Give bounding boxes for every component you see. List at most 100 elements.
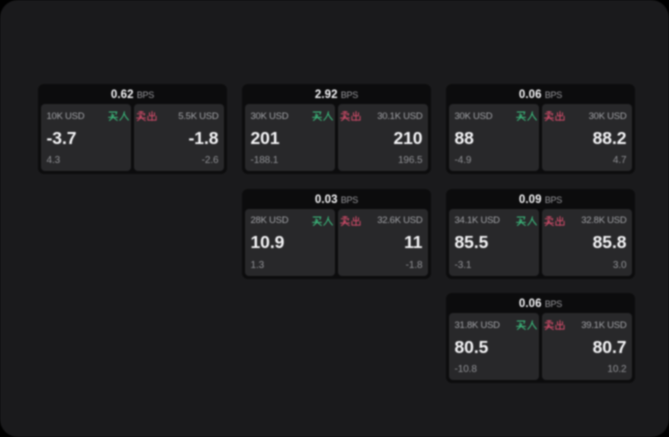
panel-header: 0.06 BPS — [449, 86, 632, 104]
panel-header: 0.03 BPS — [245, 191, 428, 209]
buy-glyphs-icon — [311, 215, 333, 226]
quote-cards: 10K USD — [41, 104, 224, 171]
panel-header: 0.09 BPS — [449, 191, 632, 209]
buy-glyphs-icon — [311, 111, 333, 121]
spread-panel: 0.03 BPS 28K USD — [242, 188, 431, 279]
sell-side-label — [544, 215, 565, 226]
buy-amount: 28K USD — [250, 215, 289, 226]
bps-value: 0.09 — [518, 193, 542, 206]
buy-card-top: 28K USD — [250, 215, 333, 226]
sell-change: 4.7 — [612, 155, 627, 166]
sell-card-top: 32.8K USD — [544, 215, 627, 226]
sell-glyphs-icon — [136, 111, 157, 121]
sell-amount: 5.5K USD — [178, 110, 219, 122]
spread-panel: 0.06 BPS 30K USD — [446, 84, 635, 174]
quote-cards: 30K USD — [449, 104, 632, 171]
buy-change: 1.3 — [250, 259, 265, 271]
buy-amount: 30K USD — [454, 110, 493, 122]
sell-quote-card[interactable]: 5.5K USD -1.8 -2.6 — [133, 104, 224, 171]
spread-panels-grid: 0.62 BPS 10K USD — [38, 84, 635, 383]
sell-card-top: 32.6K USD — [340, 215, 423, 226]
sell-amount: 39.1K USD — [581, 319, 627, 331]
bps-value: 0.03 — [314, 193, 338, 206]
sell-change: 10.2 — [607, 364, 627, 375]
bps-unit-label: BPS — [340, 90, 359, 100]
panel-header: 2.92 BPS — [245, 86, 428, 104]
sell-change: 3.0 — [612, 259, 627, 271]
quote-cards: 30K USD — [245, 104, 428, 171]
buy-card-top: 34.1K USD — [454, 215, 537, 226]
sell-side-label — [340, 111, 361, 121]
buy-price: -3.7 — [46, 127, 77, 148]
buy-change: -10.8 — [454, 364, 477, 375]
sell-quote-card[interactable]: 32.8K USD 85.8 3.0 — [541, 208, 632, 276]
buy-side-label — [515, 111, 537, 121]
spread-panel: 0.62 BPS 10K USD — [38, 84, 227, 174]
buy-quote-card[interactable]: 30K USD — [245, 104, 336, 171]
buy-card-top: 10K USD — [46, 110, 129, 122]
sell-change: -1.8 — [405, 259, 423, 271]
spread-panel: 0.09 BPS 34.1K USD — [446, 188, 635, 279]
bps-unit-label: BPS — [544, 194, 563, 205]
buy-glyphs-icon — [515, 111, 537, 121]
buy-glyphs-icon — [515, 215, 537, 226]
buy-price: 85.5 — [454, 232, 489, 253]
buy-card-top: 30K USD — [251, 111, 333, 122]
sell-amount: 30K USD — [588, 110, 627, 122]
sell-glyphs-icon — [340, 111, 361, 121]
sell-side-label — [544, 111, 565, 121]
bps-value: 0.06 — [518, 298, 542, 310]
sell-card-top: 5.5K USD — [136, 110, 219, 122]
sell-glyphs-icon — [544, 320, 565, 330]
sell-glyphs-icon — [340, 215, 361, 226]
buy-amount: 10K USD — [46, 110, 85, 122]
buy-side-label — [107, 111, 129, 121]
buy-amount: 34.1K USD — [454, 215, 501, 226]
quote-cards: 34.1K USD — [449, 208, 632, 276]
buy-price: 88 — [454, 127, 474, 148]
quote-cards: 31.8K USD — [449, 313, 632, 380]
sell-side-label — [544, 320, 565, 330]
sell-quote-card[interactable]: 39.1K USD 80.7 10.2 — [541, 313, 632, 380]
sell-quote-card[interactable]: 30K USD 88.2 4.7 — [541, 104, 632, 171]
quote-cards: 28K USD — [245, 208, 428, 276]
buy-glyphs-icon — [107, 111, 129, 121]
bps-value: 0.06 — [518, 89, 542, 101]
panel-header: 0.62 BPS — [41, 86, 224, 104]
sell-amount: 32.8K USD — [581, 215, 627, 226]
buy-quote-card[interactable]: 10K USD — [41, 104, 132, 171]
buy-card-top: 31.8K USD — [454, 319, 537, 331]
buy-side-label — [311, 111, 333, 121]
buy-amount: 31.8K USD — [454, 319, 501, 331]
buy-side-label — [515, 320, 537, 330]
buy-quote-card[interactable]: 34.1K USD — [449, 208, 540, 276]
sell-price: 210 — [393, 127, 423, 148]
sell-card-top: 30K USD — [544, 110, 627, 122]
bps-value: 0.62 — [110, 89, 134, 101]
buy-change: 4.3 — [46, 155, 61, 166]
bps-value: 2.92 — [314, 89, 338, 101]
buy-card-top: 30K USD — [454, 110, 537, 122]
sell-quote-card[interactable]: 30.1K USD 210 196.5 — [337, 104, 428, 171]
sell-quote-card[interactable]: 32.6K USD 11 -1.8 — [337, 208, 428, 276]
bps-unit-label: BPS — [544, 299, 563, 309]
buy-price: 10.9 — [250, 232, 285, 253]
bps-unit-label: BPS — [544, 90, 563, 100]
sell-side-label — [136, 111, 157, 121]
buy-side-label — [515, 215, 537, 226]
spread-panel: 2.92 BPS 30K USD — [242, 84, 431, 174]
buy-quote-card[interactable]: 28K USD — [245, 208, 336, 276]
buy-quote-card[interactable]: 30K USD — [449, 104, 540, 171]
bps-unit-label: BPS — [340, 194, 359, 205]
bps-unit-label: BPS — [136, 90, 155, 100]
buy-price: 80.5 — [454, 336, 489, 357]
sell-price: 80.7 — [592, 336, 627, 357]
buy-change: -188.1 — [250, 155, 279, 166]
sell-price: 85.8 — [592, 232, 627, 253]
sell-glyphs-icon — [544, 111, 565, 121]
sell-price: -1.8 — [188, 127, 219, 148]
buy-price: 201 — [250, 127, 280, 148]
buy-quote-card[interactable]: 31.8K USD — [449, 313, 540, 380]
buy-change: -4.9 — [454, 155, 472, 166]
